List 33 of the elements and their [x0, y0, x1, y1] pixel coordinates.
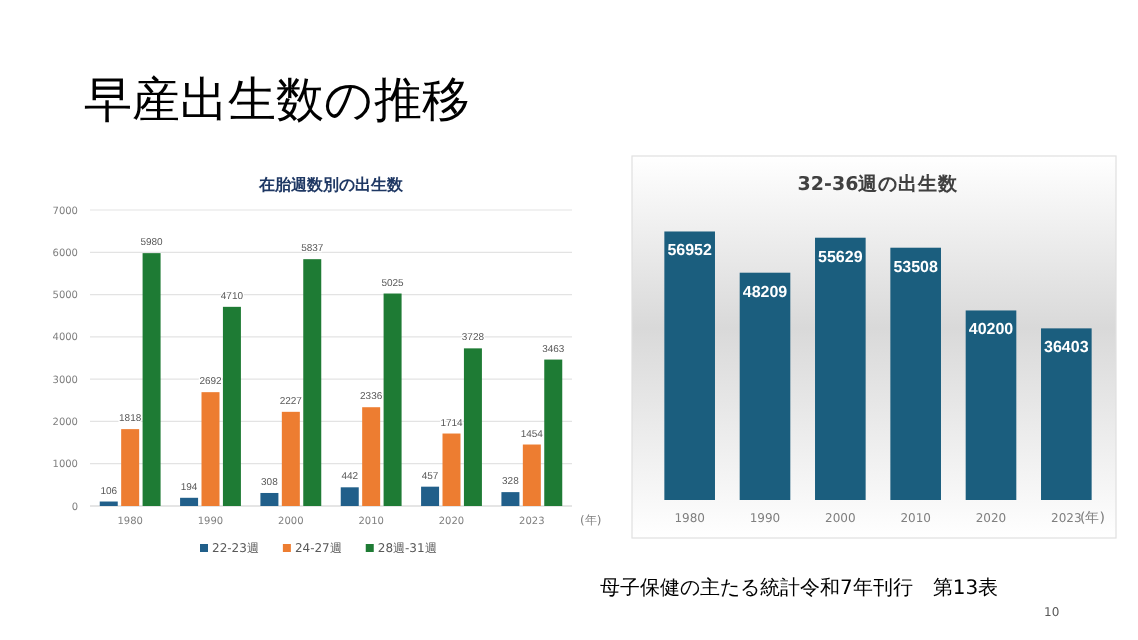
- bar: [544, 359, 563, 506]
- bar: [362, 407, 381, 506]
- bar: [664, 231, 715, 500]
- bar: [522, 444, 541, 506]
- bar: [421, 486, 440, 506]
- data-label: 55629: [818, 247, 864, 266]
- data-label: 48209: [742, 282, 789, 301]
- bar: [260, 492, 279, 506]
- data-label: 40200: [968, 320, 1015, 339]
- bar: [180, 497, 199, 506]
- bar: [121, 429, 140, 506]
- chart-title: 32-36週の出生数: [797, 172, 961, 196]
- bar: [463, 348, 482, 506]
- text: 母子保健の主たる統計令和7年刊行 第13表: [600, 576, 999, 600]
- bar: [890, 247, 941, 500]
- data-label: 53508: [893, 257, 940, 276]
- bar: [739, 272, 791, 500]
- bar: [222, 306, 241, 506]
- text: 早産出生数の推移: [84, 72, 470, 128]
- bar: [1041, 328, 1092, 500]
- bar: [303, 259, 322, 506]
- data-label: 36403: [1044, 338, 1090, 357]
- bar: [281, 411, 300, 506]
- bar: [501, 492, 520, 506]
- bar: [340, 487, 359, 506]
- bar: [965, 310, 1017, 500]
- bar: [201, 392, 220, 506]
- bar: [815, 237, 866, 500]
- bar: [442, 433, 461, 506]
- data-label: 56952: [667, 241, 714, 260]
- bar: [142, 253, 161, 506]
- bar: [383, 293, 402, 506]
- chart-title: 在胎週数別の出生数: [257, 176, 405, 194]
